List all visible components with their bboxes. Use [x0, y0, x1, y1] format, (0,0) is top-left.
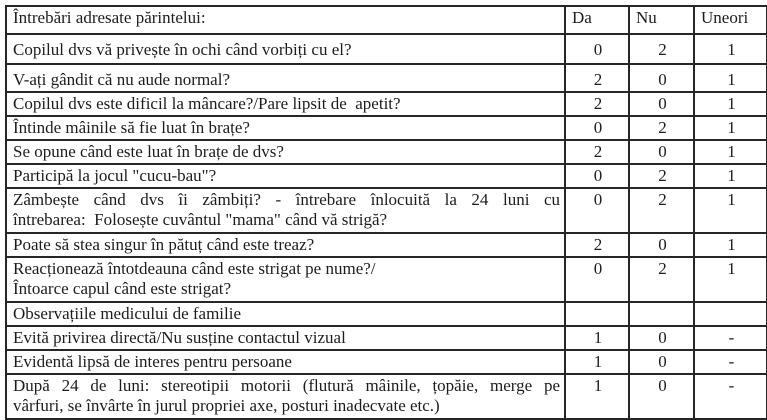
- da-cell: 2: [564, 91, 630, 117]
- da-cell: [564, 301, 630, 327]
- da-cell: 1: [564, 325, 630, 351]
- question-cell: Zâmbește când dvs îi zâmbiți? - întrebar…: [5, 187, 566, 234]
- question-text-line1: Zâmbește când dvs îi zâmbiți? - întrebar…: [13, 190, 560, 209]
- uneori-cell: 1: [693, 63, 767, 93]
- header-uneori: Uneori: [693, 5, 767, 35]
- da-cell: 0: [564, 163, 630, 189]
- nu-cell: 0: [628, 63, 695, 93]
- nu-cell: 2: [628, 163, 695, 189]
- table-row: Poate să stea singur în pătuț când este …: [5, 232, 767, 258]
- da-cell: 0: [564, 256, 630, 303]
- uneori-cell: -: [693, 325, 767, 351]
- uneori-cell: 1: [693, 187, 767, 234]
- uneori-cell: 1: [693, 163, 767, 189]
- table-row: Se opune când este luat în brațe de dvs?…: [5, 139, 767, 165]
- da-cell: 0: [564, 33, 630, 65]
- table-row: Reacționează întotdeauna când este strig…: [5, 256, 767, 303]
- nu-cell: 2: [628, 256, 695, 303]
- uneori-cell: 1: [693, 115, 767, 141]
- nu-cell: 0: [628, 232, 695, 258]
- nu-cell: 2: [628, 187, 695, 234]
- uneori-cell: 1: [693, 33, 767, 65]
- nu-cell: 0: [628, 91, 695, 117]
- nu-cell: 2: [628, 33, 695, 65]
- header-question: Întrebări adresate părintelui:: [5, 5, 566, 35]
- question-text: Evită privirea directă/Nu susține contac…: [13, 328, 346, 347]
- nu-cell: 0: [628, 139, 695, 165]
- question-text-line2: Întoarce capul când este strigat?: [13, 279, 232, 298]
- question-cell: Copilul dvs vă privește în ochi când vor…: [5, 33, 566, 65]
- nu-cell: 2: [628, 115, 695, 141]
- da-cell: 2: [564, 139, 630, 165]
- da-cell: 0: [564, 115, 630, 141]
- question-text-line1: După 24 de luni: stereotipii motorii (fl…: [13, 376, 560, 395]
- question-text: Copilul dvs vă privește în ochi când vor…: [13, 40, 352, 59]
- table-row: Întinde mâinile să fie luat în brațe? 0 …: [5, 115, 767, 141]
- table-row: Zâmbește când dvs îi zâmbiți? - întrebar…: [5, 187, 767, 234]
- nu-cell: 0: [628, 373, 695, 420]
- question-text: Evidentă lipsă de interes pentru persoan…: [13, 352, 292, 371]
- da-cell: 0: [564, 187, 630, 234]
- question-cell: Evită privirea directă/Nu susține contac…: [5, 325, 566, 351]
- question-cell: Evidentă lipsă de interes pentru persoan…: [5, 349, 566, 375]
- question-cell: Participă la jocul "cucu-bau"?: [5, 163, 566, 189]
- table-header-row: Întrebări adresate părintelui: Da Nu Une…: [5, 5, 767, 35]
- da-cell: 1: [564, 349, 630, 375]
- question-cell: Observațiile medicului de familie: [5, 301, 566, 327]
- table-row: Evită privirea directă/Nu susține contac…: [5, 325, 767, 351]
- question-text: V-ați gândit că nu aude normal?: [13, 70, 230, 89]
- table-row: Copilul dvs vă privește în ochi când vor…: [5, 33, 767, 65]
- question-cell: Poate să stea singur în pătuț când este …: [5, 232, 566, 258]
- uneori-cell: 1: [693, 139, 767, 165]
- question-cell: Reacționează întotdeauna când este strig…: [5, 256, 566, 303]
- nu-cell: 0: [628, 325, 695, 351]
- uneori-cell: 1: [693, 256, 767, 303]
- da-cell: 2: [564, 63, 630, 93]
- da-cell: 1: [564, 373, 630, 420]
- table-row: După 24 de luni: stereotipii motorii (fl…: [5, 373, 767, 420]
- question-text: Observațiile medicului de familie: [13, 304, 242, 323]
- question-text: Întinde mâinile să fie luat în brațe?: [13, 118, 250, 137]
- uneori-cell: 1: [693, 91, 767, 117]
- question-text: Se opune când este luat în brațe de dvs?: [13, 142, 284, 161]
- question-cell: După 24 de luni: stereotipii motorii (fl…: [5, 373, 566, 420]
- question-text: Poate să stea singur în pătuț când este …: [13, 235, 315, 254]
- table-row: Copilul dvs este dificil la mâncare?/Par…: [5, 91, 767, 117]
- questionnaire-table: Întrebări adresate părintelui: Da Nu Une…: [5, 5, 767, 420]
- uneori-cell: -: [693, 373, 767, 420]
- table-row: V-ați gândit că nu aude normal? 2 0 1: [5, 63, 767, 93]
- table-row: Evidentă lipsă de interes pentru persoan…: [5, 349, 767, 375]
- uneori-cell: 1: [693, 232, 767, 258]
- da-cell: 2: [564, 232, 630, 258]
- header-nu: Nu: [628, 5, 695, 35]
- nu-cell: 0: [628, 349, 695, 375]
- question-cell: Se opune când este luat în brațe de dvs?: [5, 139, 566, 165]
- question-cell: Întinde mâinile să fie luat în brațe?: [5, 115, 566, 141]
- question-cell: V-ați gândit că nu aude normal?: [5, 63, 566, 93]
- question-text-line2: vârfuri, se învârte în jurul propriei ax…: [13, 396, 440, 415]
- question-text: Participă la jocul "cucu-bau"?: [13, 166, 217, 185]
- table-row: Observațiile medicului de familie: [5, 301, 767, 327]
- question-cell: Copilul dvs este dificil la mâncare?/Par…: [5, 91, 566, 117]
- header-da: Da: [564, 5, 630, 35]
- uneori-cell: [693, 301, 767, 327]
- nu-cell: [628, 301, 695, 327]
- uneori-cell: -: [693, 349, 767, 375]
- table-row: Participă la jocul "cucu-bau"? 0 2 1: [5, 163, 767, 189]
- question-text-line2: întrebarea: Folosește cuvântul "mama" câ…: [13, 210, 388, 229]
- question-text: Copilul dvs este dificil la mâncare?/Par…: [13, 94, 401, 113]
- question-text-line1: Reacționează întotdeauna când este strig…: [13, 259, 376, 278]
